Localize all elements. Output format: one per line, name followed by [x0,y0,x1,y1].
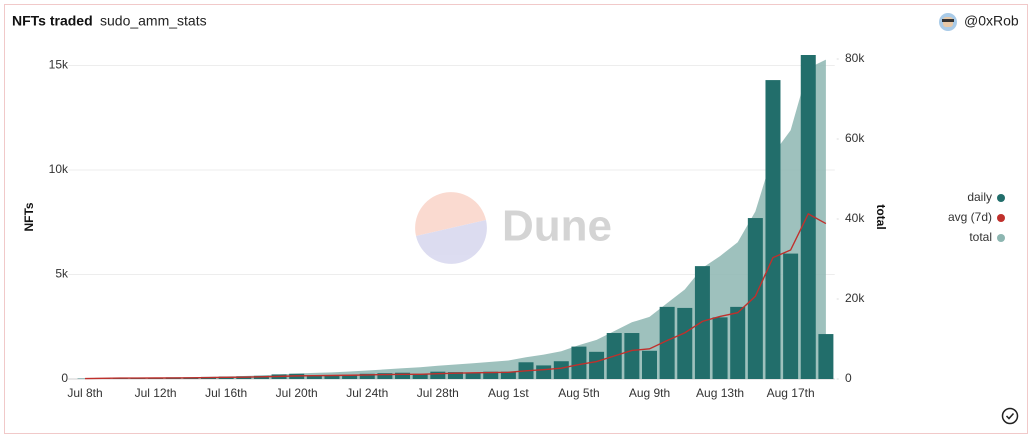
legend-swatch [997,194,1005,202]
bar [624,333,639,379]
chart-subtitle: sudo_amm_stats [100,13,207,29]
bar [765,80,780,379]
x-tick-label: Aug 9th [629,386,670,400]
x-tick-label: Jul 12th [135,386,177,400]
y2-axis-label: total [874,204,888,229]
bar [748,218,763,379]
x-tick-label: Aug 17th [767,386,815,400]
x-tick-label: Jul 20th [276,386,318,400]
bar [713,317,728,379]
bar [589,352,604,379]
legend-swatch [997,214,1005,222]
bar [818,334,833,379]
x-tick-label: Jul 16th [205,386,247,400]
bar [430,372,445,379]
bar [783,254,798,379]
watermark-logo [415,192,487,264]
chart-title: NFTs traded [12,13,93,29]
x-tick-label: Aug 1st [488,386,529,400]
watermark: Dune [502,202,612,251]
bar [677,308,692,379]
bar [571,347,586,379]
y-axis-label: NFTs [22,202,36,231]
y-tick-label: 5k [55,267,69,281]
y2-tick-label: 40k [845,211,865,225]
x-tick-label: Jul 24th [346,386,388,400]
y-tick-label: 0 [61,371,68,385]
x-tick-label: Aug 13th [696,386,744,400]
bar [730,307,745,379]
y2-tick-label: 0 [845,371,852,385]
avatar [939,13,957,31]
legend-swatch [997,234,1005,242]
y-tick-label: 10k [49,162,69,176]
legend-label: daily [967,190,992,204]
bar [324,376,339,379]
x-tick-label: Aug 5th [558,386,599,400]
bar [642,351,657,379]
bar [536,365,551,379]
bar [466,373,481,379]
author[interactable]: @0xRob [964,13,1019,29]
legend-label: total [969,230,992,244]
bar [554,361,569,379]
bar [695,266,710,379]
y2-tick-label: 60k [845,131,865,145]
y2-tick-label: 20k [845,291,865,305]
y2-tick-label: 80k [845,51,865,65]
x-tick-label: Jul 28th [417,386,459,400]
y-tick-label: 15k [49,58,69,72]
legend-label: avg (7d) [948,210,992,224]
x-tick-label: Jul 8th [67,386,102,400]
